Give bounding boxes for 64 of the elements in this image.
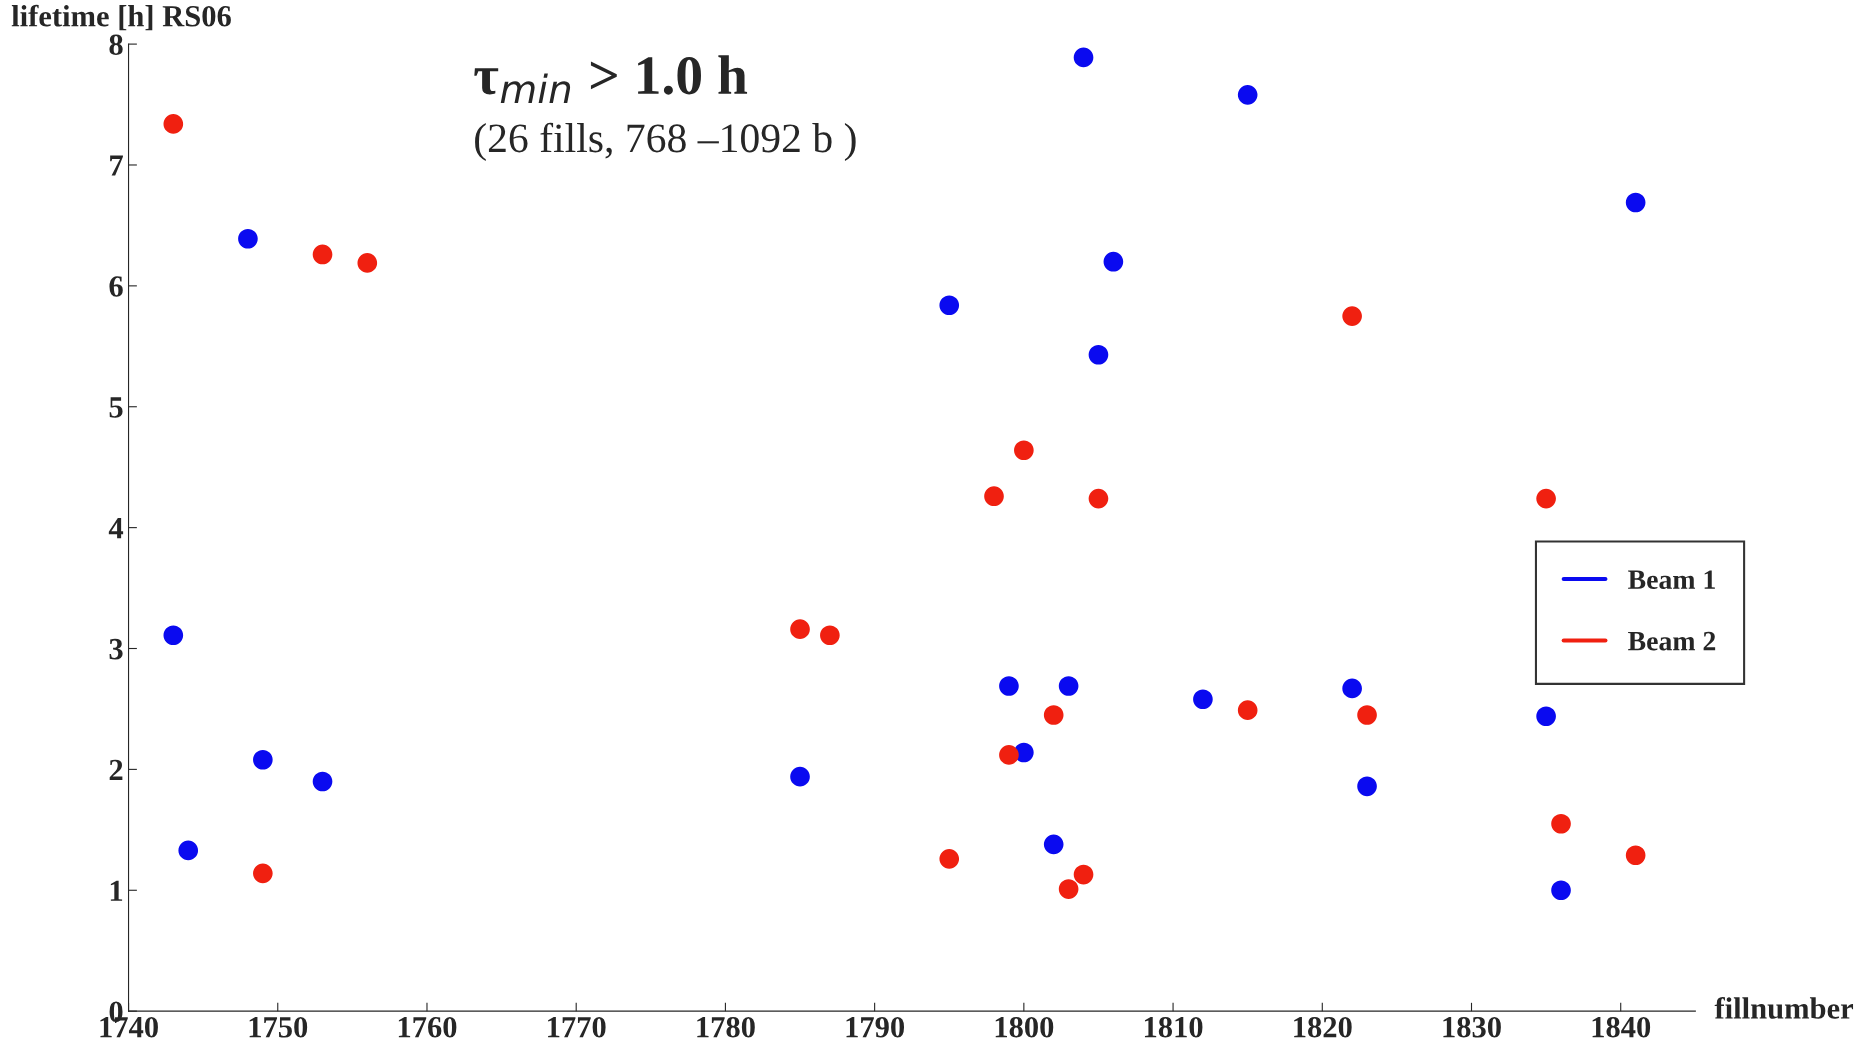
x-tick-label: 1750 <box>249 1016 308 1038</box>
y-tick-label: 3 <box>109 638 123 660</box>
point <box>238 228 258 249</box>
point <box>1342 678 1362 699</box>
y-axis-title: lifetime [h] RS06 <box>11 4 231 31</box>
point <box>1088 344 1109 365</box>
point <box>999 745 1019 765</box>
point <box>1043 705 1064 725</box>
point <box>163 114 184 134</box>
point <box>1551 813 1571 834</box>
y-tick-label: 7 <box>110 155 123 176</box>
y-tick-label: 6 <box>109 276 123 297</box>
point <box>939 849 960 869</box>
x-tick-label: 1780 <box>697 1016 755 1038</box>
point <box>1237 85 1258 105</box>
point <box>253 863 273 884</box>
x-tick-label: 1840 <box>1592 1016 1651 1038</box>
x-tick-label: 1760 <box>398 1016 457 1038</box>
point <box>790 766 810 787</box>
point <box>312 244 333 265</box>
point <box>178 840 199 861</box>
x-tick-label: 1790 <box>846 1016 905 1038</box>
legend-label: Beam 2 <box>1628 631 1716 651</box>
legend-label: Beam 1 <box>1628 570 1715 590</box>
point <box>312 771 333 792</box>
x-tick-label: 1800 <box>995 1016 1054 1038</box>
point <box>1088 488 1109 509</box>
point <box>253 749 273 770</box>
point <box>1014 440 1034 461</box>
point <box>999 676 1019 696</box>
point <box>1357 776 1377 797</box>
point <box>1536 706 1556 727</box>
point <box>1058 676 1079 696</box>
y-tick-label: 1 <box>110 880 123 901</box>
point <box>1073 47 1094 68</box>
point <box>939 295 960 316</box>
point <box>1536 488 1556 509</box>
x-tick-label: 1830 <box>1443 1016 1501 1038</box>
point <box>1551 880 1571 901</box>
y-tick-label: 8 <box>109 34 123 55</box>
point <box>1342 306 1362 326</box>
point <box>790 619 810 639</box>
y-tick-label: 4 <box>108 518 124 539</box>
text: (26 fills, 768 –1092 b ) <box>475 122 856 161</box>
point <box>1625 192 1646 213</box>
point <box>984 486 1004 507</box>
point <box>1073 864 1094 885</box>
point <box>357 253 378 273</box>
point <box>1043 834 1064 855</box>
x-tick-label: 1770 <box>548 1016 606 1038</box>
x-tick-label: 1820 <box>1294 1016 1352 1038</box>
y-tick-label: 2 <box>109 759 123 780</box>
x-tick-label: 1810 <box>1144 1016 1203 1038</box>
point <box>820 625 840 646</box>
chart-title: τ$_{min}$ > 1.0 h <box>474 55 748 103</box>
x-axis-title: fillnumber <box>1714 996 1854 1019</box>
point <box>1357 705 1377 725</box>
point <box>1625 845 1646 866</box>
point <box>1237 700 1258 720</box>
point <box>1058 879 1079 899</box>
point <box>1103 251 1124 272</box>
y-tick-label: 5 <box>109 397 123 418</box>
point <box>1193 689 1213 710</box>
point <box>163 625 184 646</box>
